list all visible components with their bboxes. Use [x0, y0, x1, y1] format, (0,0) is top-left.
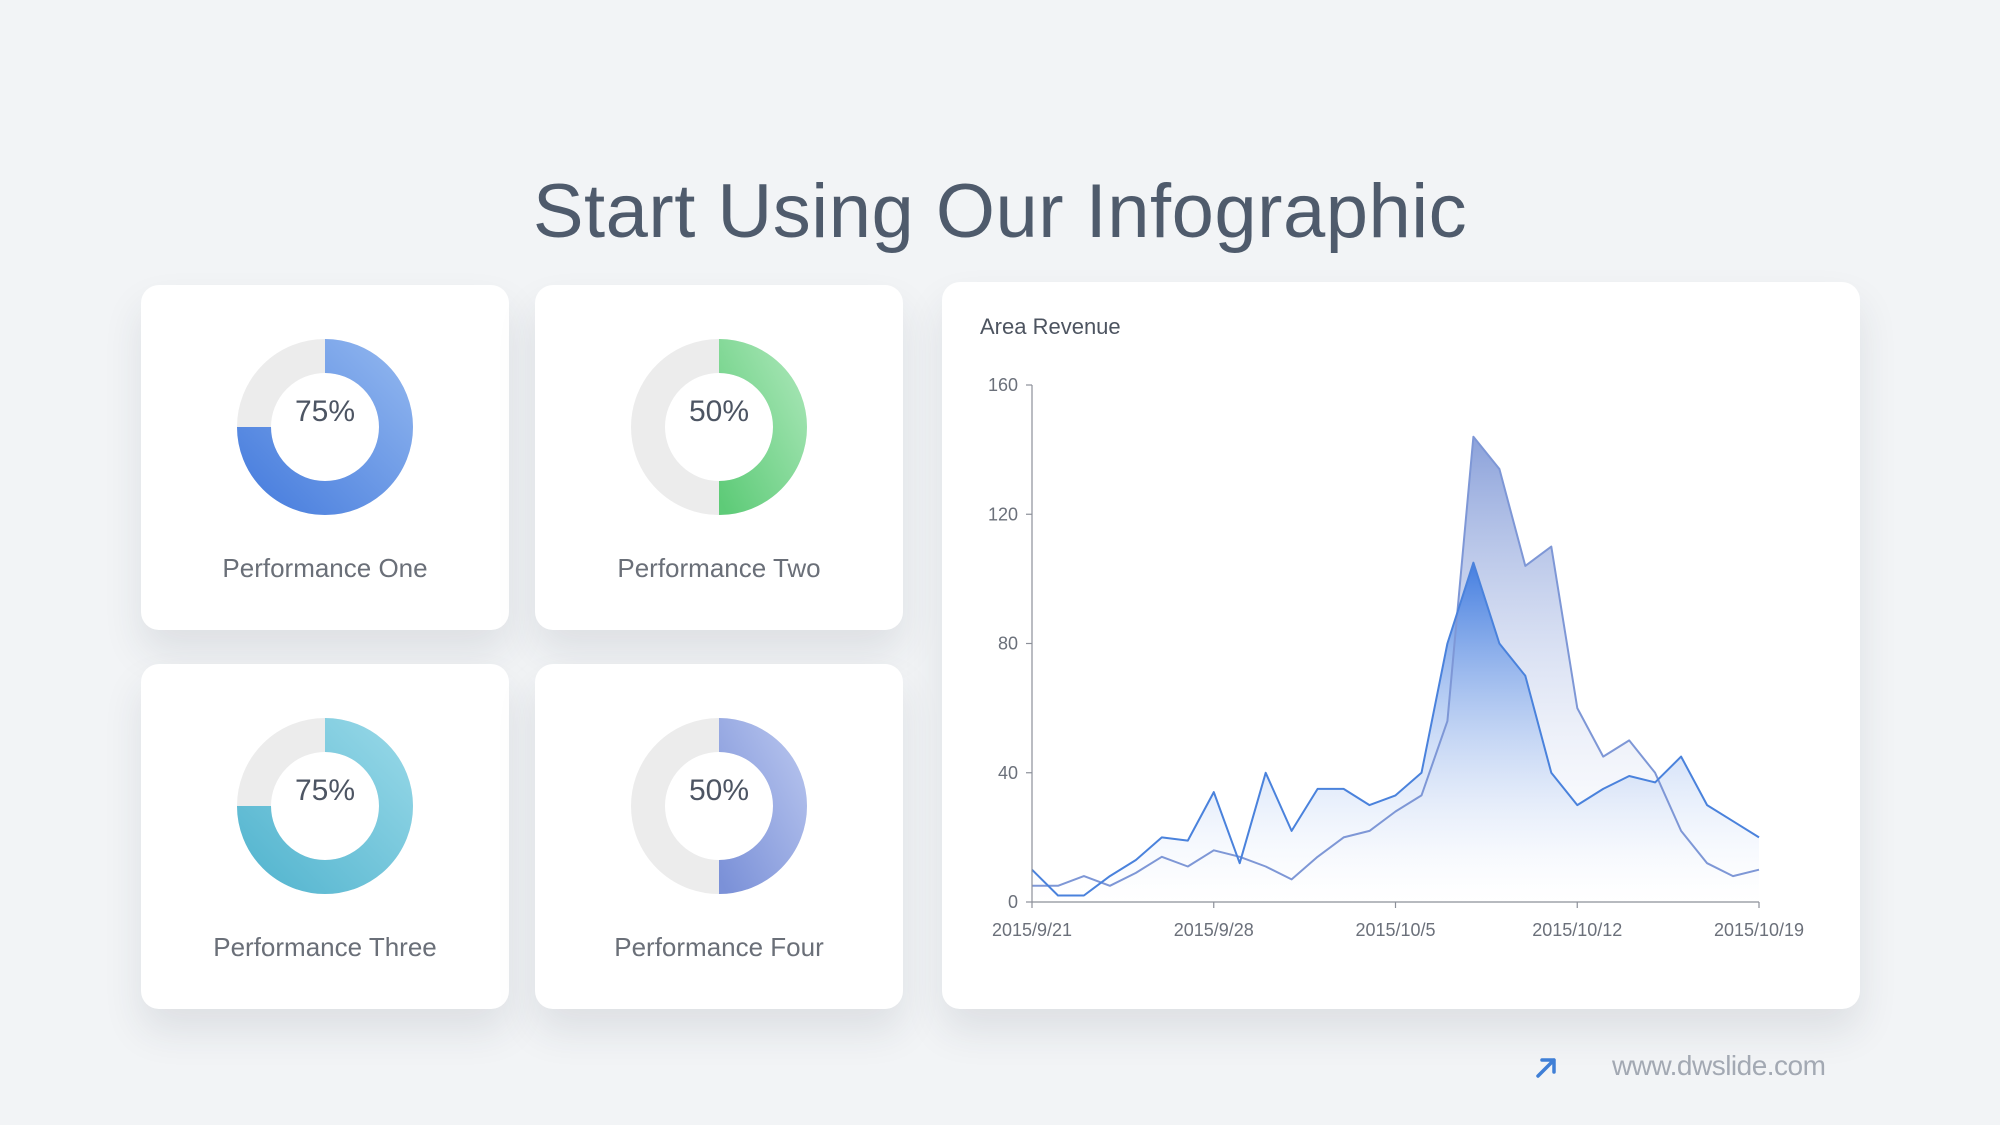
donut-percent-3: 75% [294, 774, 356, 807]
footer-url: www.dwslide.com [1612, 1050, 1826, 1081]
x-tick-label: 2015/9/28 [1174, 920, 1254, 940]
y-tick-label: 120 [988, 504, 1018, 524]
x-tick-label: 2015/10/5 [1355, 920, 1435, 940]
donut-chart-4 [631, 718, 807, 894]
performance-card-1: 75% Performance One [141, 285, 509, 630]
chart-title: Area Revenue [980, 314, 1121, 339]
donut-percent-1: 75% [294, 395, 356, 428]
donut-chart-1 [237, 339, 413, 515]
y-tick-label: 0 [1008, 892, 1018, 912]
performance-label-1: Performance One [222, 553, 428, 583]
x-tick-label: 2015/10/12 [1532, 920, 1622, 940]
area-line-series-1 [1032, 435, 1760, 887]
page-title: Start Using Our Infographic [532, 169, 1468, 254]
donut-progress-arc [237, 339, 413, 515]
donut-percent-4: 50% [688, 774, 750, 807]
performance-label-2: Performance Two [617, 553, 821, 583]
area-chart: 0 40 80 120 160 2015/9/21 2015/9/28 2015/10/5 20… [988, 375, 1804, 940]
donut-percent-2: 50% [688, 395, 750, 428]
area-fill-series-2 [1032, 562, 1759, 902]
area-line-series-2 [1031, 561, 1760, 897]
x-tick-label: 2015/10/19 [1714, 920, 1804, 940]
area-chart-card: 0 40 80 120 160 2015/9/21 2015/9/28 2015/10/5 20… [942, 282, 1860, 1009]
y-tick-label: 40 [998, 763, 1018, 783]
y-tick-label: 80 [998, 634, 1018, 654]
donut-chart-2 [631, 339, 807, 515]
arrow-up-right-icon [1536, 1058, 1556, 1078]
performance-label-4: Performance Four [614, 932, 824, 962]
performance-card-4: 50% Performance Four [535, 664, 903, 1009]
y-tick-label: 160 [988, 375, 1018, 395]
donut-chart-3 [237, 718, 413, 894]
area-fill-series-1 [1032, 436, 1759, 902]
performance-card-2: 50% Performance Two [535, 285, 903, 630]
performance-card-3: 75% Performance Three [141, 664, 509, 1009]
x-tick-label: 2015/9/21 [992, 920, 1072, 940]
donut-progress-arc [718, 339, 807, 515]
donut-progress-arc [237, 718, 413, 894]
performance-label-3: Performance Three [213, 932, 437, 962]
donut-progress-arc [718, 718, 807, 894]
